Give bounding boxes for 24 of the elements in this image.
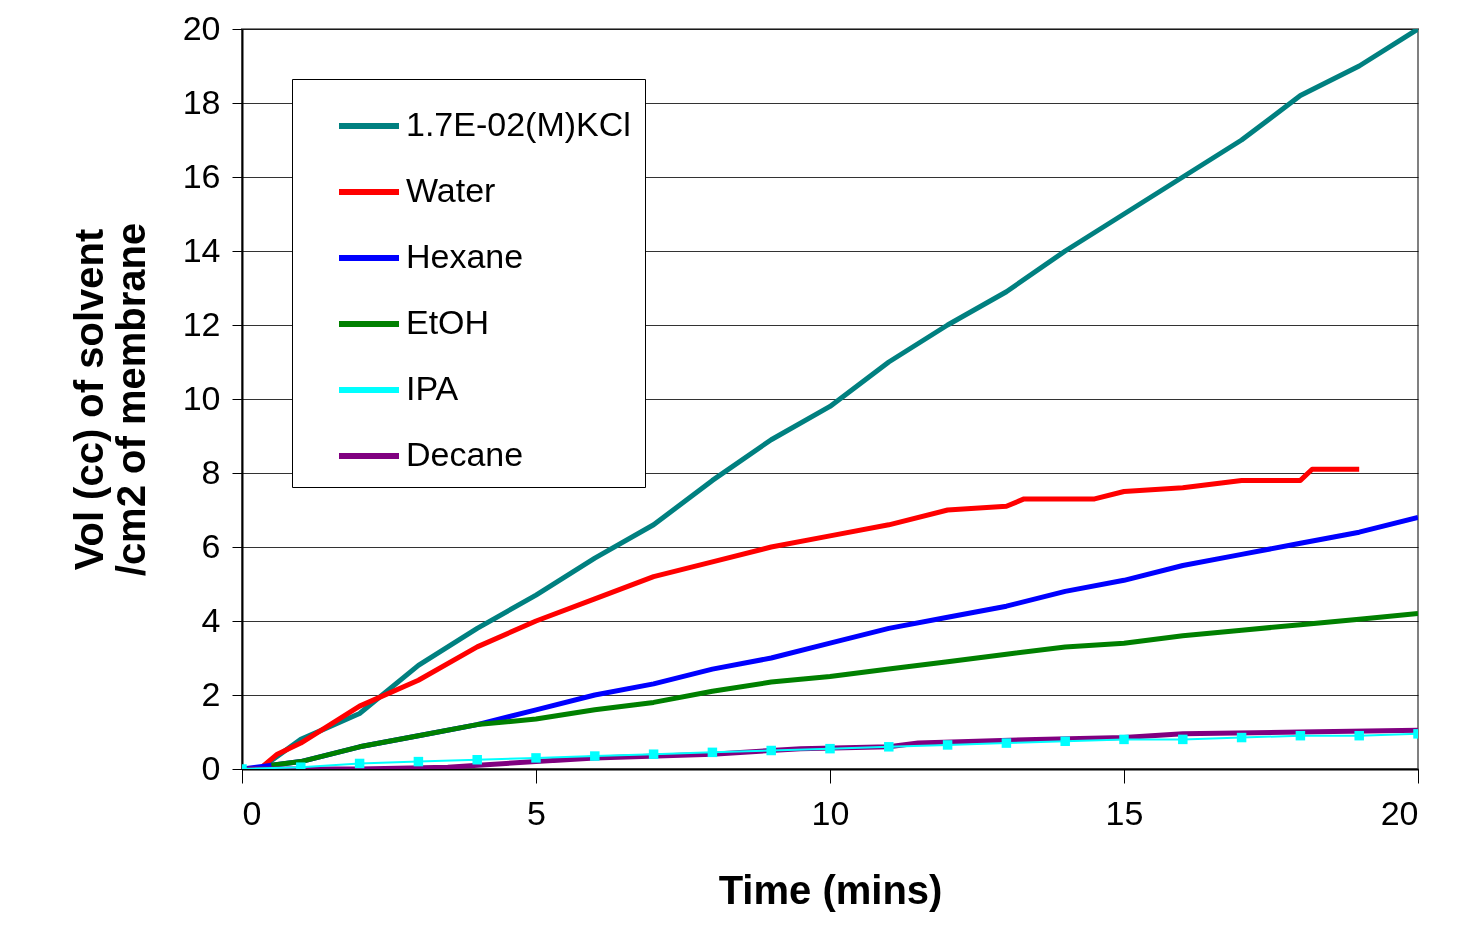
legend-label: IPA [406,369,459,407]
y-tick-label: 0 [201,748,221,787]
y-tick-label: 8 [201,452,221,491]
legend-label: 1.7E-02(M)KCl [406,105,631,143]
x-axis-title: Time (mins) [718,867,943,912]
y-tick-label: 2 [201,674,221,713]
legend-label: EtOH [406,303,490,341]
y-tick-label: 20 [182,8,221,47]
x-tick-label: 0 [242,793,262,832]
y-tick-label: 10 [182,378,221,417]
x-tick-label: 15 [1105,793,1144,832]
y-tick-label: 4 [201,600,221,639]
x-tick-label: 20 [1380,793,1419,832]
y-tick-label: 18 [182,82,221,121]
y-tick-label: 12 [182,304,221,343]
y-tick-label: 6 [201,526,221,565]
y-tick-label: 14 [182,230,221,269]
legend-label: Decane [406,435,524,473]
x-tick-label: 10 [811,793,850,832]
y-tick-label: 16 [182,156,221,195]
x-tick-label: 5 [527,793,546,832]
legend-label: Hexane [406,237,524,275]
y-axis-title: Vol (cc) of solvent /cm2 of membrane [66,222,153,577]
legend-label: Water [406,171,496,209]
